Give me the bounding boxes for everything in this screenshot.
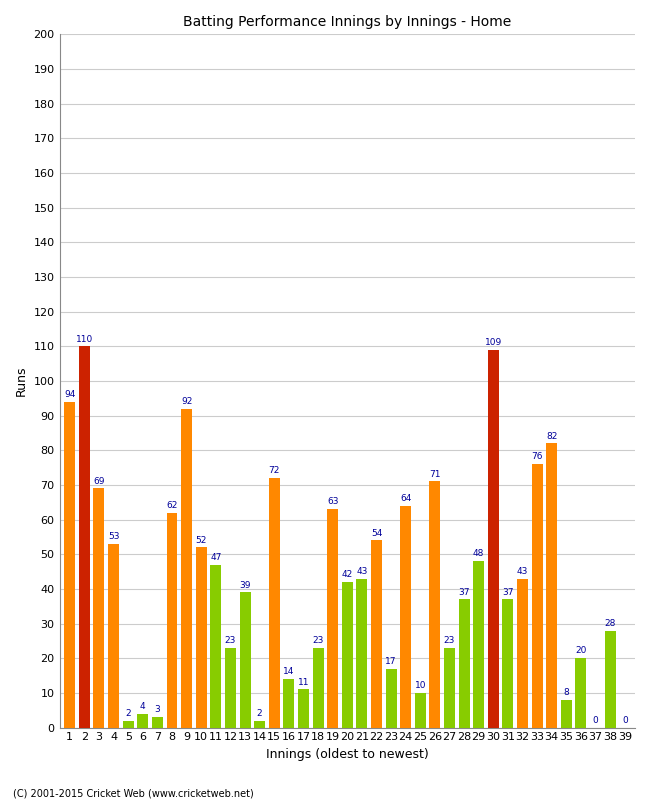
- Text: 23: 23: [444, 636, 455, 645]
- Bar: [152, 717, 163, 727]
- Bar: [385, 669, 396, 727]
- Bar: [356, 578, 367, 727]
- Y-axis label: Runs: Runs: [15, 366, 28, 396]
- X-axis label: Innings (oldest to newest): Innings (oldest to newest): [266, 748, 428, 761]
- Bar: [225, 648, 236, 727]
- Text: 64: 64: [400, 494, 411, 503]
- Text: 92: 92: [181, 397, 192, 406]
- Text: 3: 3: [155, 706, 161, 714]
- Bar: [254, 721, 265, 727]
- Bar: [532, 464, 543, 727]
- Bar: [473, 562, 484, 727]
- Text: 23: 23: [225, 636, 236, 645]
- Text: 43: 43: [517, 566, 528, 576]
- Text: 42: 42: [342, 570, 353, 579]
- Bar: [94, 489, 105, 727]
- Bar: [459, 599, 469, 727]
- Bar: [327, 510, 338, 727]
- Text: 94: 94: [64, 390, 75, 399]
- Text: 72: 72: [268, 466, 280, 475]
- Bar: [502, 599, 514, 727]
- Bar: [211, 565, 221, 727]
- Bar: [546, 443, 557, 727]
- Text: 62: 62: [166, 501, 177, 510]
- Bar: [166, 513, 177, 727]
- Text: 71: 71: [429, 470, 441, 478]
- Bar: [517, 578, 528, 727]
- Text: 47: 47: [210, 553, 222, 562]
- Bar: [488, 350, 499, 727]
- Bar: [64, 402, 75, 727]
- Text: 76: 76: [532, 452, 543, 462]
- Text: 17: 17: [385, 657, 397, 666]
- Text: 10: 10: [415, 681, 426, 690]
- Text: 11: 11: [298, 678, 309, 686]
- Text: 39: 39: [239, 581, 251, 590]
- Text: 37: 37: [502, 587, 514, 597]
- Title: Batting Performance Innings by Innings - Home: Batting Performance Innings by Innings -…: [183, 15, 512, 29]
- Bar: [298, 690, 309, 727]
- Text: 20: 20: [575, 646, 587, 655]
- Bar: [575, 658, 586, 727]
- Text: 0: 0: [593, 716, 599, 725]
- Bar: [313, 648, 324, 727]
- Text: 2: 2: [125, 709, 131, 718]
- Text: 14: 14: [283, 667, 294, 676]
- Bar: [196, 547, 207, 727]
- Bar: [415, 693, 426, 727]
- Bar: [137, 714, 148, 727]
- Text: 53: 53: [108, 532, 120, 541]
- Bar: [561, 700, 572, 727]
- Bar: [430, 482, 441, 727]
- Text: 82: 82: [546, 431, 558, 441]
- Text: 48: 48: [473, 550, 484, 558]
- Text: 54: 54: [370, 529, 382, 538]
- Text: 23: 23: [313, 636, 324, 645]
- Bar: [123, 721, 134, 727]
- Bar: [444, 648, 455, 727]
- Text: 37: 37: [458, 587, 470, 597]
- Text: 2: 2: [257, 709, 263, 718]
- Text: 4: 4: [140, 702, 146, 711]
- Bar: [283, 679, 294, 727]
- Bar: [240, 592, 250, 727]
- Text: 52: 52: [196, 535, 207, 545]
- Bar: [371, 541, 382, 727]
- Text: 0: 0: [622, 716, 628, 725]
- Text: 28: 28: [604, 618, 616, 628]
- Bar: [604, 630, 616, 727]
- Bar: [342, 582, 353, 727]
- Bar: [108, 544, 119, 727]
- Bar: [181, 409, 192, 727]
- Text: 110: 110: [76, 334, 93, 343]
- Bar: [400, 506, 411, 727]
- Bar: [79, 346, 90, 727]
- Text: 69: 69: [93, 477, 105, 486]
- Text: 63: 63: [327, 498, 339, 506]
- Text: 109: 109: [485, 338, 502, 347]
- Text: (C) 2001-2015 Cricket Web (www.cricketweb.net): (C) 2001-2015 Cricket Web (www.cricketwe…: [13, 788, 254, 798]
- Text: 8: 8: [564, 688, 569, 697]
- Bar: [268, 478, 280, 727]
- Text: 43: 43: [356, 566, 367, 576]
